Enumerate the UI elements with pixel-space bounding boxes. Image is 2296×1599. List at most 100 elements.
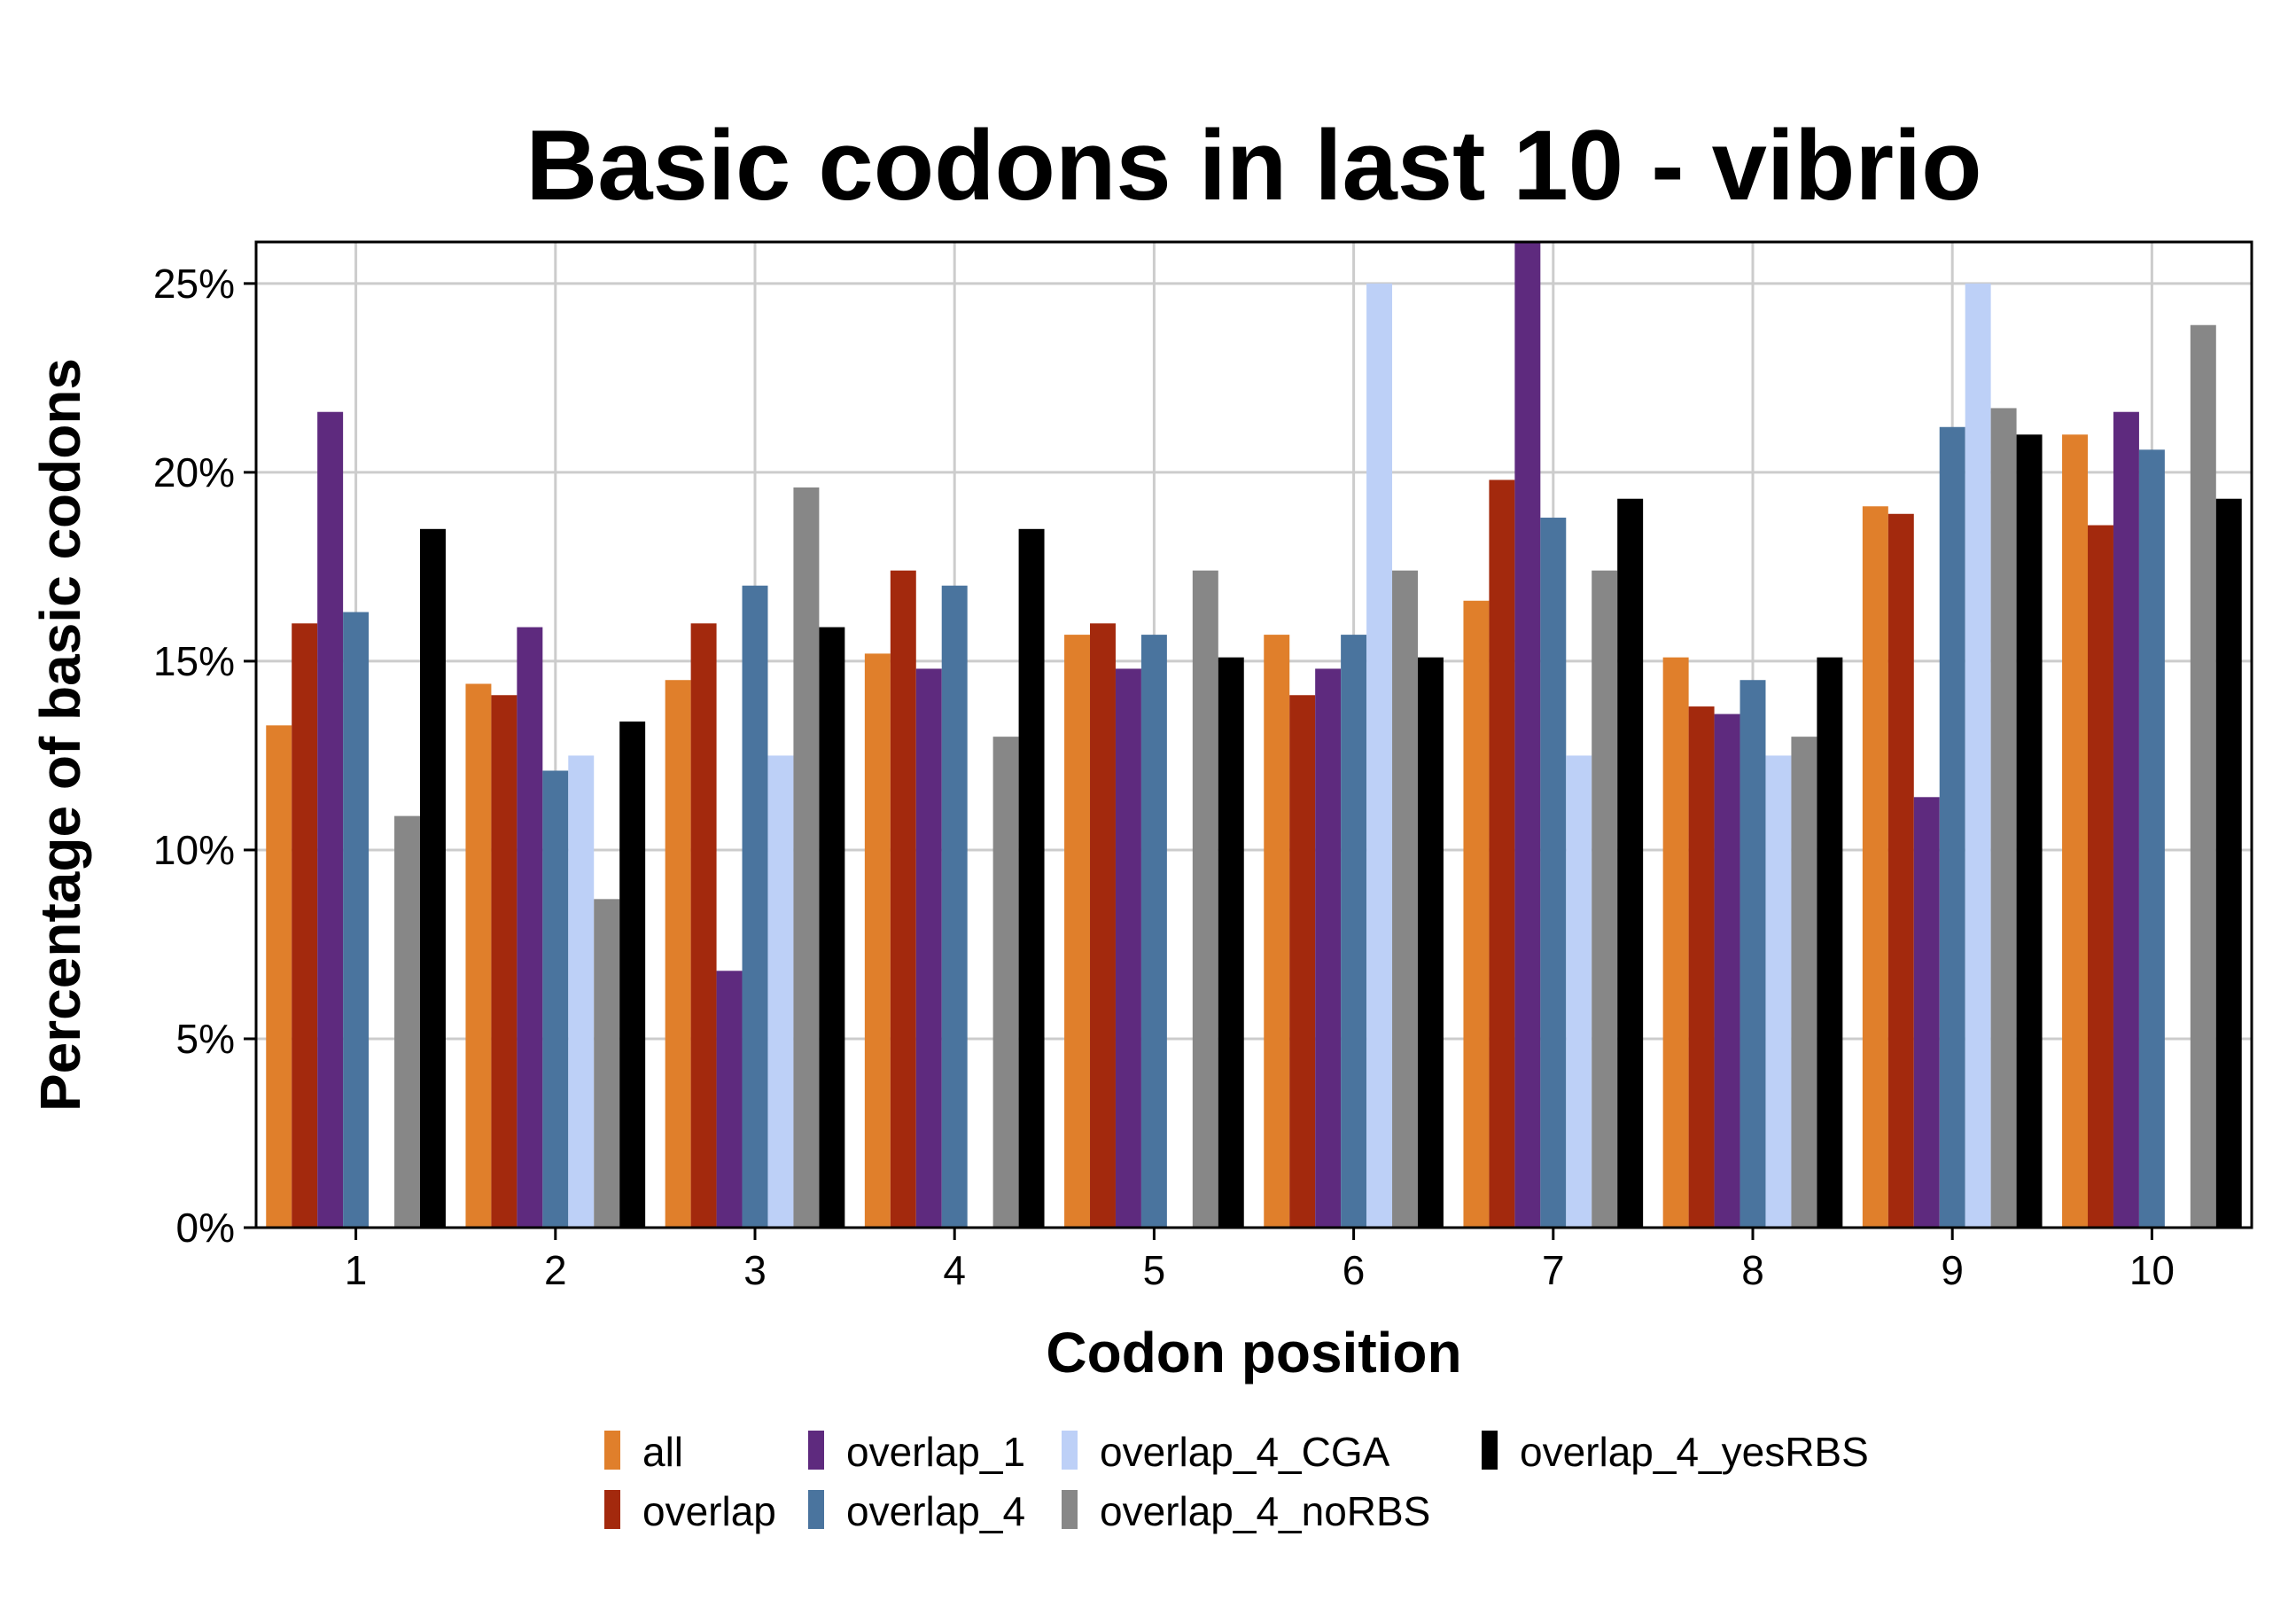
bar-overlap_4_noRBS-4 [992, 737, 1019, 1228]
bar-overlap_4-9 [1939, 426, 1965, 1228]
bar-overlap_4_CGA-7 [1566, 755, 1592, 1228]
bar-overlap_4-4 [941, 585, 968, 1228]
bar-all-5 [1064, 635, 1091, 1228]
x-tick-label: 7 [1542, 1247, 1565, 1293]
x-tick-label: 10 [2129, 1247, 2175, 1293]
bar-overlap_1-8 [1714, 714, 1740, 1228]
bar-overlap_4_yesRBS-5 [1218, 657, 1244, 1228]
bar-all-10 [2062, 434, 2089, 1228]
legend-swatch-overlap_4_CGA [1062, 1431, 1078, 1470]
bar-overlap_4_noRBS-8 [1791, 737, 1817, 1228]
bar-overlap_4_CGA-8 [1765, 755, 1792, 1228]
bar-overlap_4_noRBS-3 [793, 487, 820, 1228]
legend-label-all: all [642, 1429, 683, 1475]
legend-label-overlap_4: overlap_4 [846, 1488, 1025, 1534]
x-tick-label: 2 [544, 1247, 567, 1293]
legend-swatch-overlap_4_yesRBS [1482, 1431, 1498, 1470]
bar-overlap_1-9 [1913, 797, 1940, 1228]
bar-overlap-8 [1688, 706, 1715, 1228]
bar-overlap_1-6 [1315, 668, 1342, 1228]
bar-overlap_4-5 [1140, 635, 1167, 1228]
x-tick-label: 4 [943, 1247, 966, 1293]
bar-overlap_4-2 [542, 770, 569, 1228]
bar-overlap_4_yesRBS-10 [2215, 498, 2242, 1228]
bar-all-1 [266, 725, 292, 1228]
bar-overlap_1-1 [317, 411, 344, 1228]
bar-overlap-3 [690, 623, 717, 1228]
bar-overlap_4_yesRBS-7 [1617, 498, 1644, 1228]
bar-overlap_4_CGA-6 [1366, 283, 1393, 1228]
bar-overlap_4_yesRBS-2 [619, 722, 646, 1228]
y-axis: 0% 5% 10% 15% 20% 25% [153, 242, 258, 1251]
chart-title: Basic codons in last 10 - vibrio [525, 110, 1981, 221]
bar-overlap_4-8 [1740, 680, 1766, 1228]
legend-label-overlap: overlap [642, 1488, 776, 1534]
bar-overlap_4_yesRBS-3 [819, 627, 845, 1228]
bar-overlap_4-6 [1341, 635, 1367, 1228]
bar-overlap_4_yesRBS-8 [1817, 657, 1843, 1228]
bar-overlap_4_yesRBS-9 [2016, 434, 2043, 1228]
bar-all-8 [1662, 657, 1689, 1228]
bar-overlap_1-7 [1514, 242, 1541, 1228]
x-axis: 1 2 3 4 5 6 7 8 9 10 [256, 1226, 2252, 1293]
legend-swatch-overlap_1 [808, 1431, 824, 1470]
bar-overlap_4-7 [1540, 518, 1567, 1228]
bar-overlap_4_yesRBS-4 [1018, 528, 1045, 1228]
bar-overlap_4_CGA-2 [568, 755, 595, 1228]
bar-overlap_4_CGA-9 [1965, 283, 1991, 1228]
x-tick-label: 8 [1741, 1247, 1764, 1293]
bar-overlap_4_noRBS-5 [1192, 570, 1218, 1228]
bar-overlap-7 [1489, 480, 1515, 1228]
y-tick-label: 5% [176, 1016, 235, 1062]
bar-all-3 [665, 680, 691, 1228]
bar-all-2 [465, 683, 492, 1228]
x-axis-title: Codon position [1046, 1321, 1461, 1384]
y-tick-label: 0% [176, 1205, 235, 1251]
bar-overlap_4-3 [742, 585, 768, 1228]
bar-overlap-4 [890, 570, 916, 1228]
bar-overlap_1-5 [1115, 668, 1141, 1228]
y-axis-title: Percentage of basic codons [28, 358, 92, 1112]
y-tick-label: 10% [153, 827, 235, 873]
x-tick-label: 6 [1343, 1247, 1366, 1293]
bar-overlap_4_yesRBS-6 [1417, 657, 1444, 1228]
bar-overlap_4_noRBS-7 [1592, 570, 1618, 1228]
x-tick-label: 1 [345, 1247, 368, 1293]
x-tick-label: 5 [1143, 1247, 1166, 1293]
legend-swatch-overlap_4 [808, 1490, 824, 1529]
bar-overlap_4_noRBS-2 [594, 899, 620, 1228]
bar-overlap_1-3 [716, 971, 743, 1228]
legend-label-overlap_4_CGA: overlap_4_CGA [1100, 1429, 1390, 1475]
bar-all-6 [1264, 635, 1290, 1228]
legend-swatch-all [604, 1431, 620, 1470]
bar-all-7 [1463, 600, 1490, 1228]
bar-overlap-10 [2088, 525, 2113, 1228]
bar-overlap_4-1 [343, 612, 370, 1228]
bar-overlap_4-10 [2138, 449, 2165, 1228]
bar-overlap_1-4 [915, 668, 942, 1228]
bar-overlap-9 [1887, 513, 1914, 1228]
bar-overlap_4_yesRBS-1 [419, 528, 446, 1228]
legend-label-overlap_4_yesRBS: overlap_4_yesRBS [1520, 1429, 1869, 1475]
legend-label-overlap_1: overlap_1 [846, 1429, 1025, 1475]
bar-all-9 [1862, 506, 1888, 1228]
legend: all overlap overlap_1 overlap_4 overlap_4_CG… [604, 1429, 1869, 1534]
bar-overlap_4_noRBS-6 [1392, 570, 1418, 1228]
bar-overlap_4_noRBS-9 [1990, 408, 2017, 1228]
bar-all-4 [864, 653, 891, 1228]
bar-overlap_4_CGA-3 [767, 755, 794, 1228]
legend-swatch-overlap_4_noRBS [1062, 1490, 1078, 1529]
y-tick-label: 15% [153, 638, 235, 684]
x-tick-label: 3 [743, 1247, 767, 1293]
bar-overlap-1 [292, 623, 318, 1228]
legend-label-overlap_4_noRBS: overlap_4_noRBS [1100, 1488, 1430, 1534]
legend-swatch-overlap [604, 1490, 620, 1529]
y-tick-label: 20% [153, 449, 235, 495]
bar-overlap_4_noRBS-10 [2190, 324, 2216, 1228]
bar-overlap-2 [491, 695, 518, 1228]
bar-overlap_1-2 [517, 627, 543, 1228]
bar-overlap_1-10 [2113, 411, 2139, 1228]
y-tick-label: 25% [153, 261, 235, 307]
bar-overlap-6 [1289, 695, 1316, 1228]
